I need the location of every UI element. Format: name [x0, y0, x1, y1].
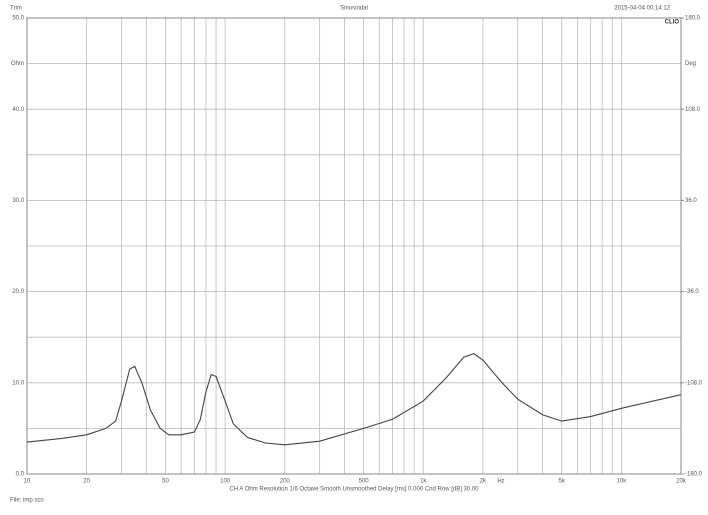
y2-axis-label: Deg — [685, 61, 696, 67]
timestamp: 2015-04-04 00:14:12 — [614, 6, 670, 12]
y-axis-label: Ohm — [11, 61, 24, 67]
footer: CH A Ohm Resolution 1/6 Octave Smooth Un… — [229, 487, 479, 493]
x-tick-label: 5k — [559, 479, 566, 485]
plot-frame — [26, 17, 682, 475]
y-tick-label: 40.0 — [12, 107, 24, 113]
y-tick-label: 20.0 — [12, 289, 24, 295]
y2-tick-label: 36.0 — [685, 198, 697, 204]
y-tick-label: 10.0 — [12, 380, 24, 386]
y-tick-label: 0.0 — [16, 472, 25, 478]
y2-tick-label: -180.0 — [685, 472, 703, 478]
y2-tick-label: -108.0 — [685, 380, 703, 386]
y2-tick-label: 108.0 — [685, 107, 701, 113]
y2-tick-label: 180.0 — [685, 16, 701, 22]
x-tick-label: 10k — [617, 479, 628, 485]
x-tick-label: 50 — [162, 479, 169, 485]
y-tick-label: 50.0 — [12, 16, 24, 22]
y2-tick-label: -36.0 — [685, 289, 699, 295]
x-tick-label: 100 — [220, 479, 231, 485]
x-tick-label: 20 — [83, 479, 90, 485]
x-tick-label: 2k — [480, 479, 487, 485]
y-tick-label: 30.0 — [12, 198, 24, 204]
impedance-line — [26, 353, 682, 446]
file-label: File: imp.sco — [10, 498, 44, 504]
x-tick-label: 10 — [24, 479, 31, 485]
x-tick-label: 1k — [420, 479, 427, 485]
chart-title: Sinusoidal — [340, 6, 368, 12]
x-unit-label: Hz — [497, 479, 504, 485]
x-tick-label: 20k — [676, 479, 687, 485]
x-tick-label: 200 — [280, 479, 291, 485]
top-left-label: Trim — [10, 6, 22, 12]
x-tick-label: 500 — [359, 479, 370, 485]
brand: CLIO — [665, 20, 680, 26]
